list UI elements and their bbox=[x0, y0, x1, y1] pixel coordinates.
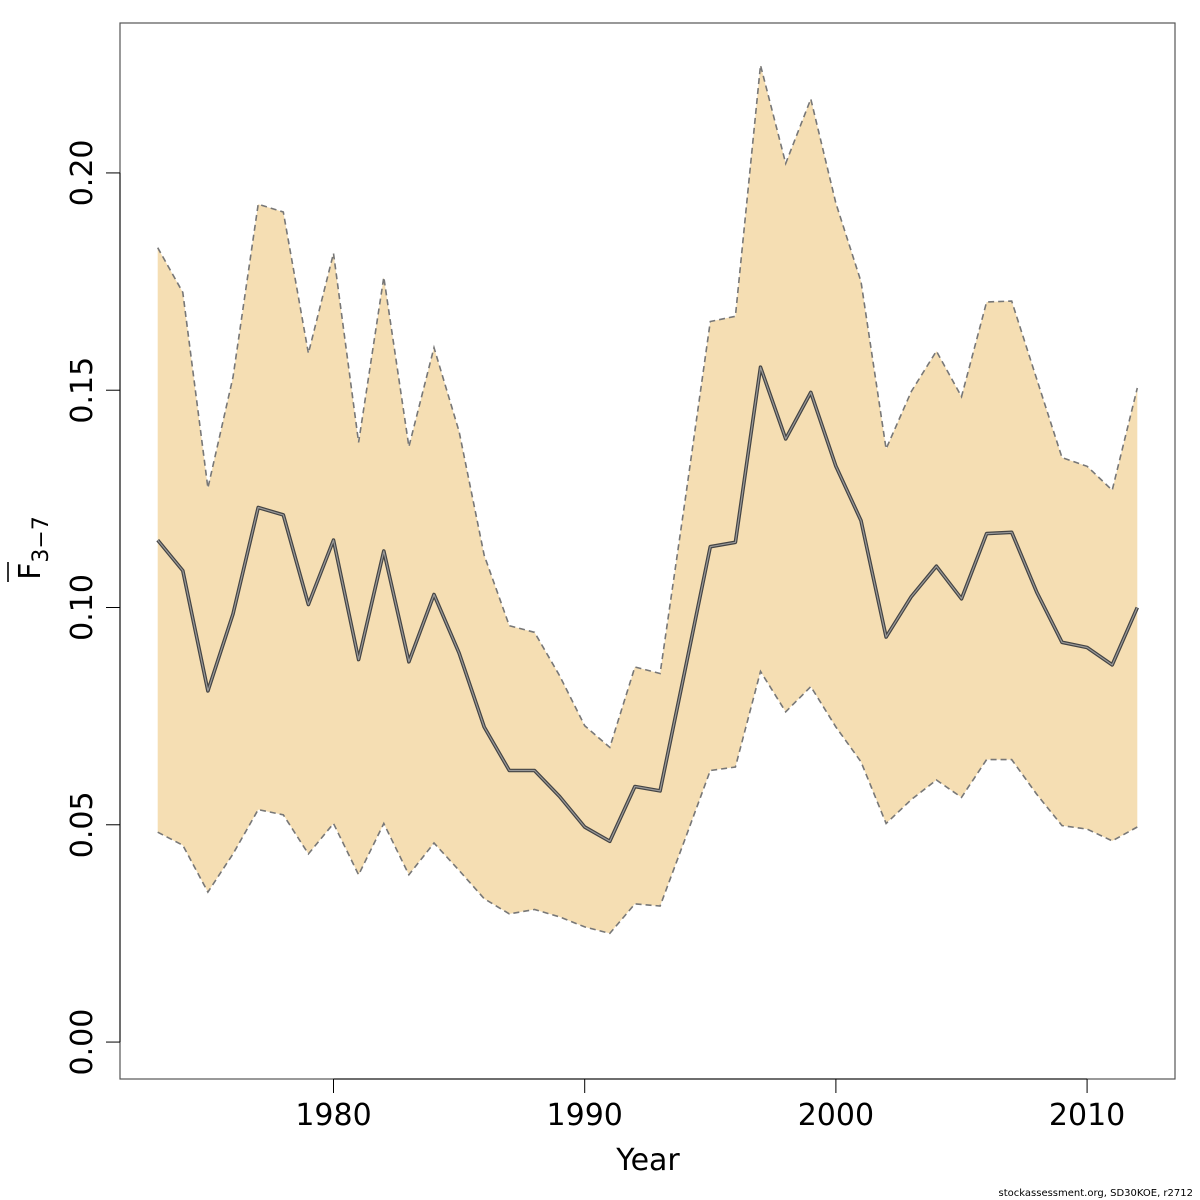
estimate-line-inner bbox=[157, 366, 1138, 842]
y-tick-label: 0.20 bbox=[65, 140, 100, 207]
lower-bound-line bbox=[157, 669, 1138, 935]
footer-credit: stockassessment.org, SD30KOE, r2712 bbox=[999, 1188, 1193, 1199]
svg-text:F3−7: F3−7 bbox=[13, 516, 54, 580]
y-axis-title-main: F bbox=[13, 563, 48, 580]
y-tick-label: 0.15 bbox=[65, 357, 100, 424]
y-tick-label: 0.00 bbox=[65, 1009, 100, 1076]
y-tick-label: 0.10 bbox=[65, 574, 100, 641]
x-tick-label: 2010 bbox=[1049, 1098, 1125, 1133]
x-axis-title: Year bbox=[615, 1143, 680, 1178]
x-axis: 1980 1990 2000 2010 bbox=[295, 1078, 1125, 1133]
x-tick-label: 1980 bbox=[295, 1098, 371, 1133]
confidence-band bbox=[157, 65, 1138, 934]
y-axis-title: F3−7 bbox=[7, 516, 54, 582]
y-axis: 0.00 0.05 0.10 0.15 0.20 bbox=[65, 140, 121, 1076]
y-axis-title-subscript: 3−7 bbox=[29, 516, 54, 562]
y-tick-label: 0.05 bbox=[65, 791, 100, 858]
x-tick-label: 1990 bbox=[547, 1098, 623, 1133]
x-tick-label: 2000 bbox=[798, 1098, 874, 1133]
upper-bound-line bbox=[157, 65, 1139, 749]
plot-area bbox=[156, 65, 1139, 935]
